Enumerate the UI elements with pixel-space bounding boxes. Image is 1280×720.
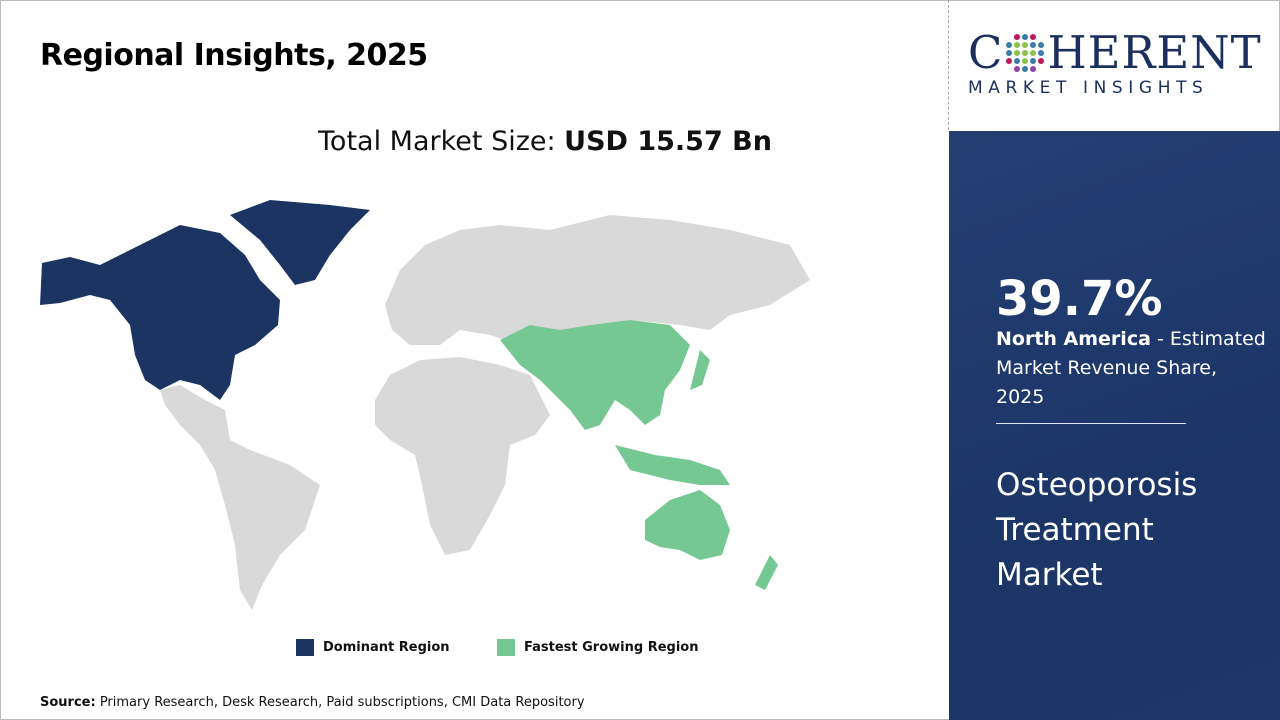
region-greenland — [230, 200, 370, 285]
region-asia-pacific — [500, 320, 690, 430]
region-latin-america — [160, 385, 320, 610]
legend-dominant: Dominant Region — [296, 639, 450, 656]
market-name: Osteoporosis Treatment Market — [996, 467, 1198, 593]
logo-wordmark: C HERENT — [968, 26, 1262, 79]
total-market-value: USD 15.57 Bn — [564, 126, 772, 157]
summary-panel: 39.7% North America - Estimated Market R… — [949, 131, 1280, 720]
total-market-label: Total Market Size: — [318, 126, 565, 157]
source-text: Primary Research, Desk Research, Paid su… — [95, 695, 585, 710]
logo: C HERENT MARKET INSIGHTS — [968, 26, 1263, 99]
logo-subtitle: MARKET INSIGHTS — [968, 78, 1209, 98]
share-desc-text: - Estimated Market Revenue Share, 2025 — [996, 328, 1266, 408]
source-label: Source: — [40, 695, 96, 710]
source-note: Source: Primary Research, Desk Research,… — [40, 695, 585, 710]
legend-swatch — [296, 639, 314, 656]
region-new-zealand — [755, 555, 778, 590]
region-middle-east-africa — [375, 357, 550, 555]
legend-fastest-growing: Fastest Growing Region — [497, 639, 698, 656]
region-australia — [645, 490, 730, 560]
region-southeast-asia — [615, 445, 730, 485]
legend-label: Dominant Region — [323, 640, 450, 655]
page-title: Regional Insights, 2025 — [40, 38, 428, 73]
legend-swatch — [497, 639, 515, 656]
panel-divider — [996, 423, 1186, 424]
share-description: North America - Estimated Market Revenue… — [996, 325, 1271, 412]
region-north-america — [40, 225, 280, 400]
share-region: North America — [996, 328, 1151, 350]
globe-icon — [1006, 34, 1045, 72]
share-percentage: 39.7% — [996, 271, 1163, 327]
total-market-size: Total Market Size: USD 15.57 Bn — [0, 126, 1090, 157]
region-japan — [690, 350, 710, 390]
region-europe-russia — [385, 215, 810, 345]
world-map — [40, 200, 810, 610]
legend-label: Fastest Growing Region — [524, 640, 699, 655]
divider — [948, 0, 949, 130]
